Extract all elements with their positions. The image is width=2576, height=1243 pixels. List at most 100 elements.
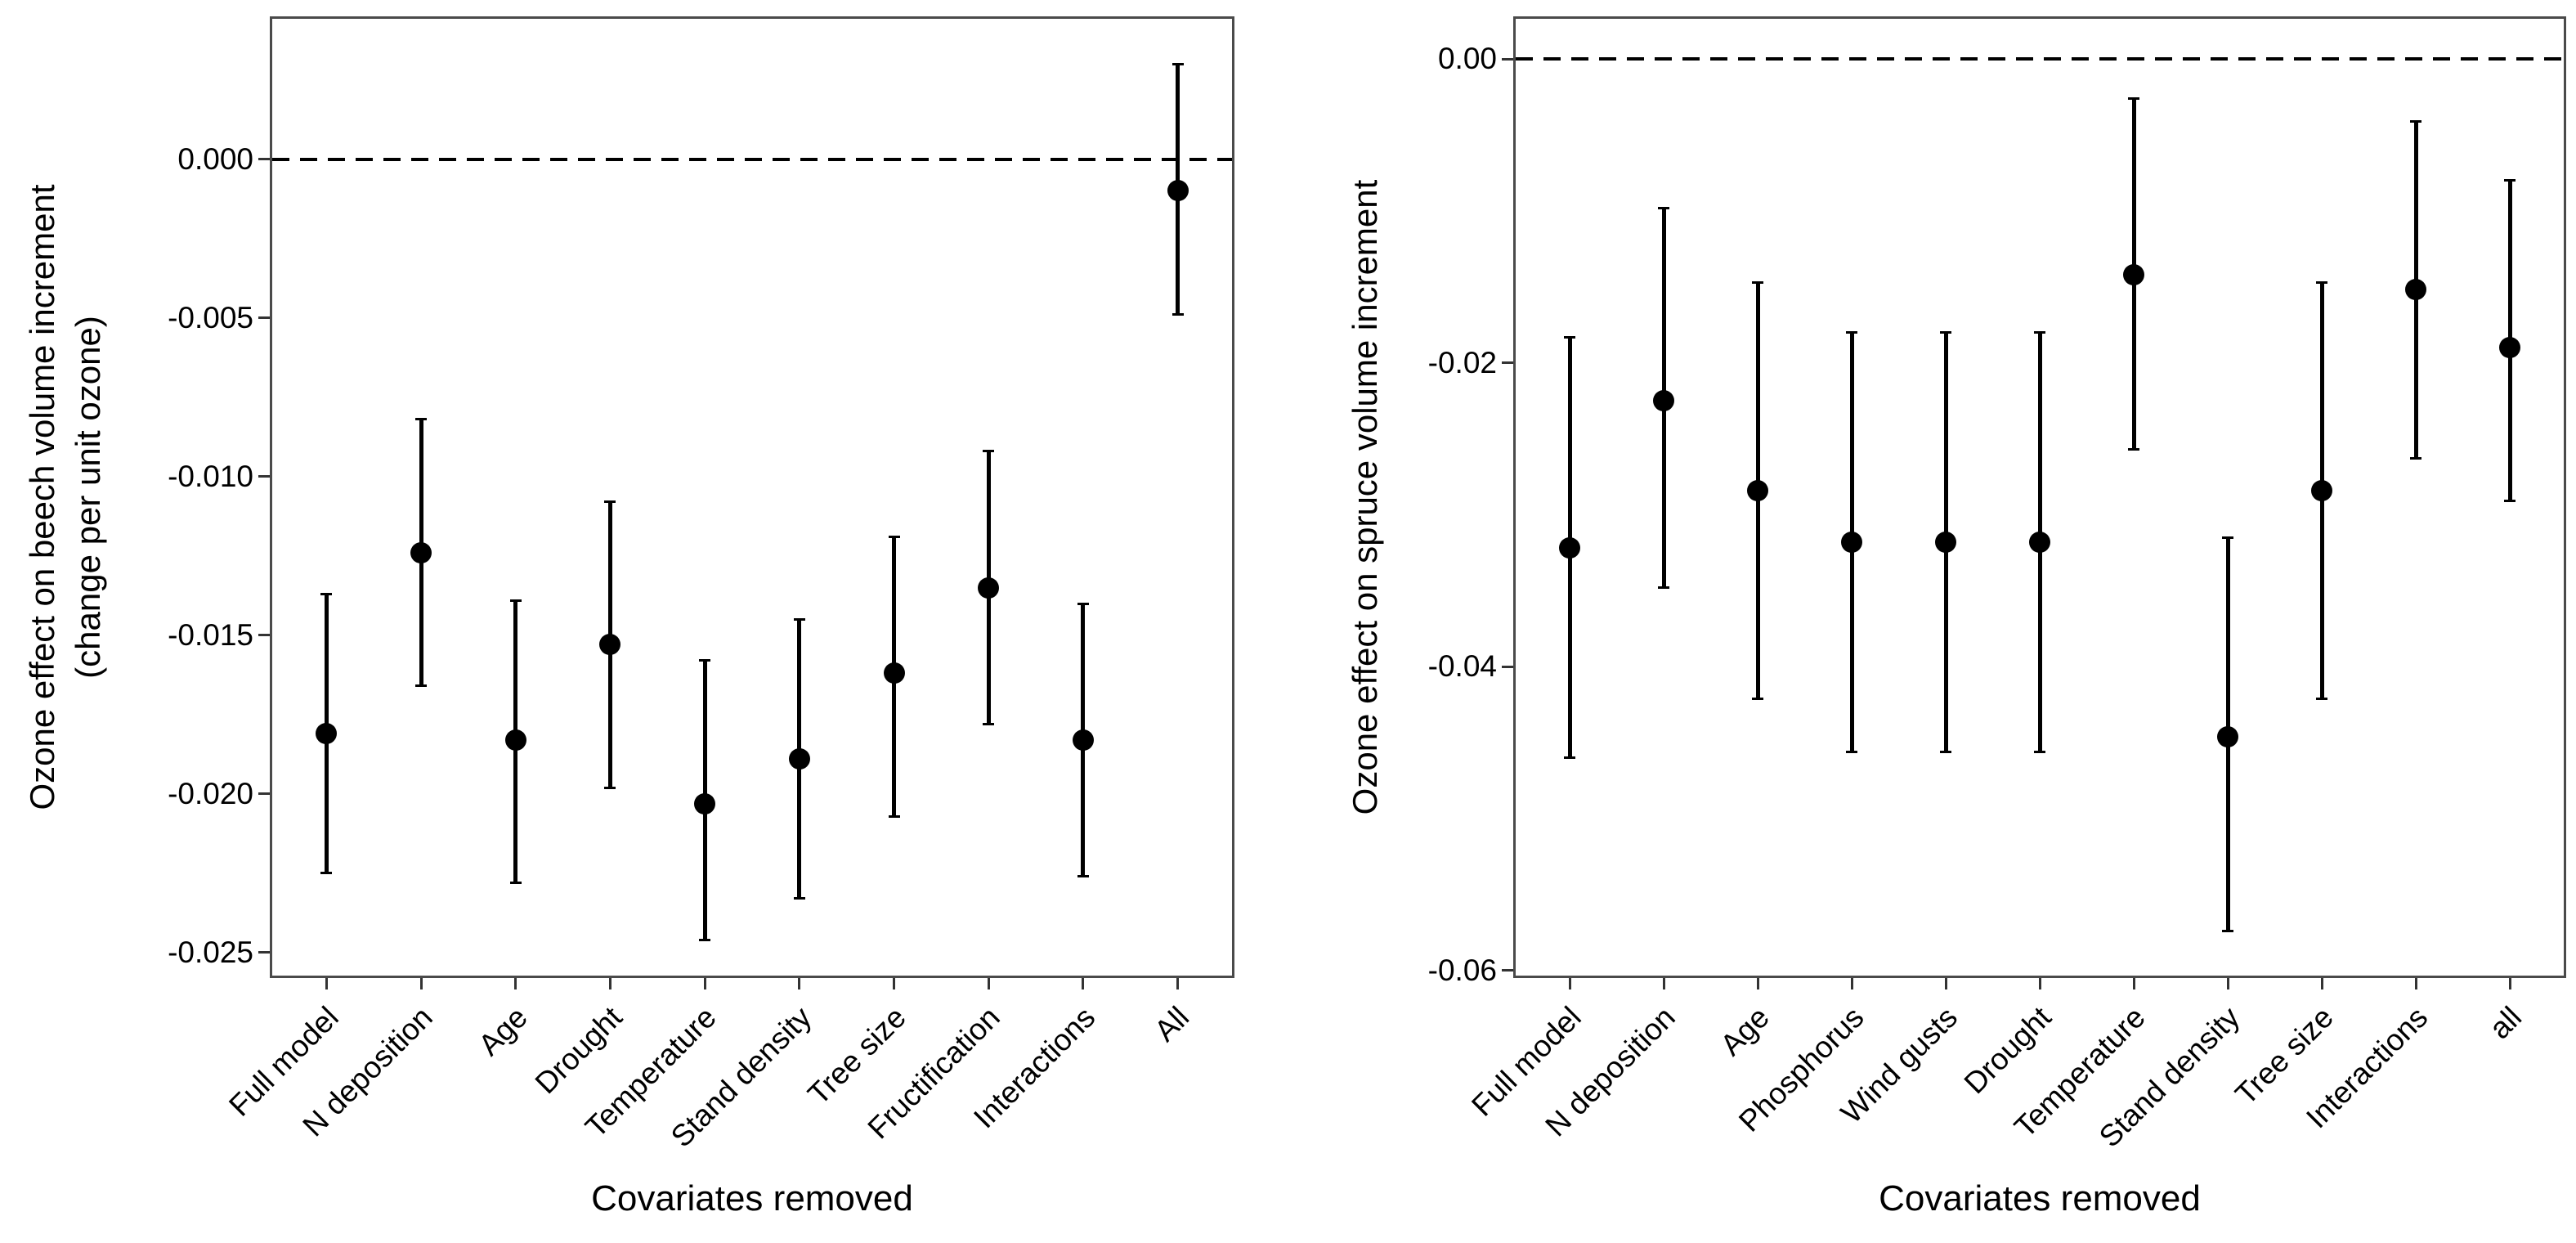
beech-y-tick-mark [258, 316, 270, 320]
spruce-whisker-cap-bottom [1940, 750, 1951, 753]
beech-y-tick-label: -0.010 [168, 459, 253, 493]
beech-whisker-cap-bottom [415, 684, 428, 688]
beech-point-dot [694, 792, 716, 814]
spruce-zero-reference-line [1516, 57, 2564, 61]
spruce-point-dot [2405, 279, 2426, 301]
spruce-x-tick-mark [1756, 978, 1759, 989]
beech-point-dot [599, 634, 621, 656]
spruce-x-tick-mark [2038, 978, 2041, 989]
beech-x-tick-mark [798, 978, 801, 989]
beech-point-dot [978, 577, 1000, 599]
beech-whisker-cap-bottom [1077, 875, 1089, 878]
beech-whisker-cap-top [604, 500, 616, 504]
beech-point-dot [883, 662, 905, 684]
spruce-category-label: all [2482, 1000, 2529, 1046]
spruce-point-dot [1559, 537, 1580, 559]
beech-point-dot [788, 748, 810, 770]
beech-point-dot [504, 729, 526, 751]
spruce-point-dot [1935, 531, 1956, 553]
beech-whisker-cap-bottom [793, 897, 805, 900]
spruce-whisker-cap-top [2410, 119, 2421, 123]
beech-whisker-cap-top [888, 536, 900, 538]
spruce-x-tick-mark [1662, 978, 1665, 989]
beech-whisker-cap-top [1077, 602, 1089, 605]
spruce-whisker-cap-bottom [1658, 586, 1669, 590]
x-axis-title-beech: Covariates removed [591, 1178, 913, 1218]
beech-x-tick-mark [987, 978, 990, 989]
spruce-x-tick-mark [2320, 978, 2323, 989]
beech-whisker-cap-top [320, 592, 333, 595]
beech-point-dot [410, 541, 432, 563]
beech-whisker-cap-bottom [604, 786, 616, 789]
spruce-point-dot [1841, 531, 1862, 553]
spruce-x-tick-mark [2226, 978, 2229, 989]
beech-whisker-cap-top [509, 599, 522, 602]
spruce-whisker-cap-bottom [2410, 457, 2421, 460]
beech-category-label: Age [472, 1000, 534, 1062]
spruce-whisker-cap-bottom [1752, 697, 1763, 700]
beech-whisker-cap-top [699, 659, 711, 662]
spruce-point-dot [2311, 479, 2332, 501]
beech-whisker-cap-top [415, 418, 428, 421]
spruce-x-tick-mark [2414, 978, 2417, 989]
spruce-y-tick-label: -0.06 [1427, 953, 1497, 987]
spruce-y-tick-label: 0.00 [1437, 42, 1497, 76]
beech-x-tick-mark [514, 978, 517, 989]
spruce-whisker-cap-top [2316, 280, 2327, 284]
beech-whisker-cap-bottom [888, 814, 900, 818]
spruce-whisker-cap-bottom [2128, 447, 2139, 451]
x-axis-title-spruce: Covariates removed [1879, 1178, 2201, 1218]
spruce-whisker-cap-top [2034, 330, 2045, 334]
spruce-whisker-cap-top [1564, 335, 1575, 339]
spruce-y-tick-mark [1502, 665, 1513, 668]
spruce-x-tick-mark [2132, 978, 2135, 989]
beech-y-tick-mark [258, 475, 270, 478]
spruce-x-tick-mark [1850, 978, 1853, 989]
beech-whisker-cap-bottom [1172, 313, 1184, 316]
beech-y-tick-mark [258, 792, 270, 796]
spruce-point-dot [1747, 479, 1768, 501]
spruce-whisker-cap-bottom [2504, 500, 2516, 503]
beech-whisker-cap-bottom [320, 872, 333, 875]
beech-plot-frame [270, 16, 1234, 978]
beech-point-dot [316, 723, 338, 745]
beech-whisker-cap-top [1172, 62, 1184, 65]
spruce-whisker-cap-bottom [2034, 750, 2045, 753]
spruce-y-tick-mark [1502, 361, 1513, 365]
spruce-x-tick-mark [1944, 978, 1947, 989]
beech-point-dot [1167, 180, 1189, 202]
spruce-point-dot [2499, 337, 2520, 358]
spruce-point-dot [2123, 263, 2144, 285]
spruce-point-dot [2029, 531, 2050, 553]
spruce-whisker-cap-top [1940, 330, 1951, 334]
spruce-whisker-cap-top [1846, 330, 1857, 334]
spruce-y-tick-label: -0.04 [1427, 649, 1497, 684]
spruce-whisker-cap-top [1752, 280, 1763, 284]
spruce-y-tick-mark [1502, 57, 1513, 61]
beech-whisker-cap-bottom [699, 938, 711, 941]
y-axis-title-spruce: Ozone effect on spruce volume increment [1342, 16, 1388, 978]
beech-y-tick-label: -0.015 [168, 617, 253, 652]
beech-x-tick-mark [419, 978, 423, 989]
spruce-y-tick-label: -0.02 [1427, 345, 1497, 379]
beech-point-dot [1072, 729, 1094, 751]
beech-y-tick-label: -0.005 [168, 300, 253, 334]
beech-x-tick-mark [608, 978, 612, 989]
spruce-whisker-cap-bottom [2316, 697, 2327, 700]
spruce-y-tick-mark [1502, 969, 1513, 972]
spruce-whisker-cap-top [2222, 536, 2233, 539]
spruce-point-dot [1653, 390, 1674, 412]
spruce-x-tick-mark [2508, 978, 2511, 989]
beech-whisker-cap-top [983, 450, 995, 453]
beech-whisker-cap-bottom [509, 882, 522, 885]
spruce-whisker-cap-bottom [2222, 929, 2233, 932]
beech-x-tick-mark [325, 978, 328, 989]
beech-y-tick-label: -0.025 [168, 935, 253, 969]
beech-x-tick-mark [1082, 978, 1085, 989]
beech-x-tick-mark [1176, 978, 1180, 989]
spruce-whisker-cap-top [2504, 179, 2516, 182]
spruce-whisker-cap-bottom [1564, 756, 1575, 760]
beech-category-label: All [1148, 1000, 1196, 1048]
beech-x-tick-mark [703, 978, 706, 989]
